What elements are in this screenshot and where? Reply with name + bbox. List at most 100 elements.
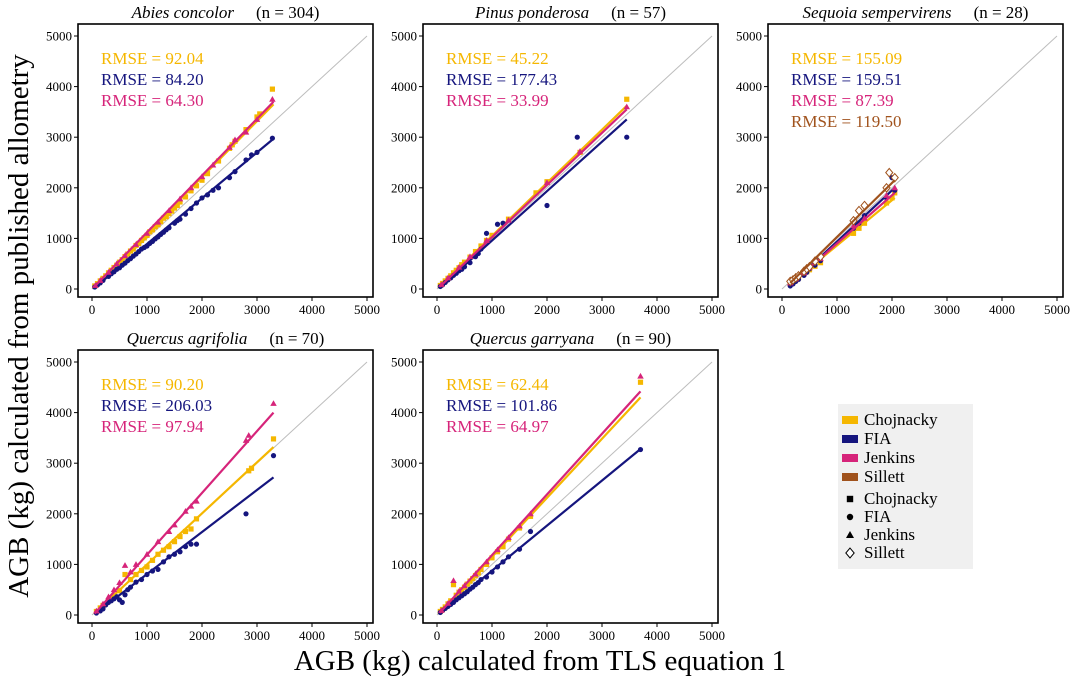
x-tick-label: 1000 — [134, 628, 160, 643]
y-tick-label: 0 — [66, 608, 73, 623]
series-jenkins — [438, 372, 644, 614]
x-tick-label: 4000 — [299, 628, 325, 643]
x-tick-label: 0 — [89, 628, 96, 643]
x-tick-label: 3000 — [244, 302, 270, 317]
fit-line-sillett — [789, 179, 896, 284]
y-tick-label: 2000 — [46, 180, 72, 195]
point-fia — [188, 541, 194, 547]
rmse-jenkins: RMSE = 64.97 — [446, 417, 549, 436]
x-tick-label: 5000 — [1044, 302, 1070, 317]
point-jenkins — [270, 400, 277, 406]
panel-frame — [767, 23, 1064, 298]
one-to-one-line — [436, 361, 713, 616]
x-tick-label: 0 — [434, 302, 441, 317]
legend-shape-label: Sillett — [864, 543, 905, 562]
point-jenkins — [121, 562, 129, 568]
panel-frame — [77, 349, 374, 624]
fit-line-fia — [94, 476, 275, 615]
x-tick-label: 1000 — [824, 302, 850, 317]
y-tick-label: 5000 — [391, 29, 417, 44]
series-jenkins — [92, 96, 276, 288]
legend-background — [838, 404, 973, 569]
y-tick-label: 0 — [756, 282, 763, 297]
x-axis-title: AGB (kg) calculated from TLS equation 1 — [294, 645, 786, 677]
point-chojnacky — [199, 177, 205, 183]
panel-n-label: (n = 90) — [616, 329, 671, 348]
rmse-fia: RMSE = 101.86 — [446, 396, 557, 415]
plot-area — [91, 361, 368, 616]
panel-2: Pinus ponderosa (n = 57) 0 1000 2000 3000 4000… — [391, 3, 725, 317]
y-tick-label: 2000 — [736, 180, 762, 195]
panel-n-label: (n = 57) — [611, 3, 666, 22]
x-tick-label: 3000 — [589, 302, 615, 317]
point-chojnacky — [188, 526, 194, 532]
y-tick-label: 4000 — [46, 79, 72, 94]
plot-area — [781, 35, 1058, 290]
point-sillett — [890, 172, 899, 183]
point-fia — [624, 134, 630, 140]
point-sillett — [885, 167, 894, 178]
legend-swatch-chojnacky — [842, 416, 858, 424]
fit-line-fia — [439, 448, 642, 615]
y-tick-label: 1000 — [391, 231, 417, 246]
point-chojnacky — [270, 436, 277, 442]
point-chojnacky — [193, 183, 200, 189]
point-chojnacky — [174, 202, 180, 209]
panel-frame — [422, 23, 719, 298]
y-tick-label: 1000 — [391, 557, 417, 572]
point-chojnacky — [138, 237, 145, 244]
panel-species: Quercus garryana — [470, 329, 595, 348]
rmse-fia: RMSE = 159.51 — [791, 70, 902, 89]
point-chojnacky — [144, 564, 150, 570]
rmse-chojnacky: RMSE = 92.04 — [101, 49, 204, 68]
rmse-fia: RMSE = 177.43 — [446, 70, 557, 89]
x-tick-label: 2000 — [534, 302, 560, 317]
x-tick-label: 3000 — [589, 628, 615, 643]
panel-frame — [422, 349, 719, 624]
point-jenkins — [245, 432, 252, 438]
x-tick-label: 1000 — [479, 302, 505, 317]
legend-shape-label: Chojnacky — [864, 489, 938, 508]
legend-swatch-fia — [842, 435, 858, 443]
panel-n-label: (n = 304) — [256, 3, 319, 22]
y-tick-label: 1000 — [46, 231, 72, 246]
series-fia — [92, 135, 275, 290]
panel-frame — [77, 23, 374, 298]
panel-1: Abies concolor (n = 304) 0 1000 2000 3000 4000… — [46, 3, 380, 317]
x-tick-label: 0 — [434, 628, 441, 643]
point-chojnacky — [182, 194, 189, 200]
x-tick-label: 2000 — [189, 628, 215, 643]
series-fia — [437, 118, 630, 290]
point-jenkins — [637, 372, 644, 379]
legend-label: Sillett — [864, 467, 905, 486]
point-jenkins — [883, 192, 890, 198]
point-chojnacky — [160, 215, 167, 221]
point-fia — [122, 592, 128, 598]
panel-3: Sequoia sempervirens (n = 28) 0 1000 2000 300… — [736, 3, 1070, 317]
rmse-jenkins: RMSE = 64.30 — [101, 91, 204, 110]
panel-title: Quercus garryana (n = 90) — [470, 329, 671, 348]
fit-line-fia — [94, 137, 275, 289]
rmse-jenkins: RMSE = 97.94 — [101, 417, 204, 436]
x-tick-label: 5000 — [354, 628, 380, 643]
panel-species: Pinus ponderosa — [474, 3, 589, 22]
x-tick-label: 4000 — [644, 302, 670, 317]
point-chojnacky — [850, 230, 857, 236]
panel-species: Abies concolor — [131, 3, 235, 22]
y-tick-label: 1000 — [46, 557, 72, 572]
panel-title: Sequoia sempervirens (n = 28) — [803, 3, 1029, 22]
legend: ChojnackyFIAJenkinsSillettChojnackyFIAJe… — [838, 404, 973, 569]
plot-area — [436, 361, 713, 616]
y-tick-label: 3000 — [391, 456, 417, 471]
rmse-chojnacky: RMSE = 45.22 — [446, 49, 549, 68]
rmse-sillett: RMSE = 119.50 — [791, 112, 902, 131]
panel-n-label: (n = 70) — [269, 329, 324, 348]
x-tick-label: 2000 — [534, 628, 560, 643]
point-chojnacky — [169, 208, 175, 214]
panel-4: Quercus agrifolia (n = 70) 0 1000 2000 3000 40… — [46, 329, 380, 643]
point-fia — [155, 566, 161, 573]
series-fia — [93, 453, 277, 616]
legend-label: FIA — [864, 429, 892, 448]
point-chojnacky — [130, 246, 136, 252]
y-tick-label: 3000 — [46, 456, 72, 471]
